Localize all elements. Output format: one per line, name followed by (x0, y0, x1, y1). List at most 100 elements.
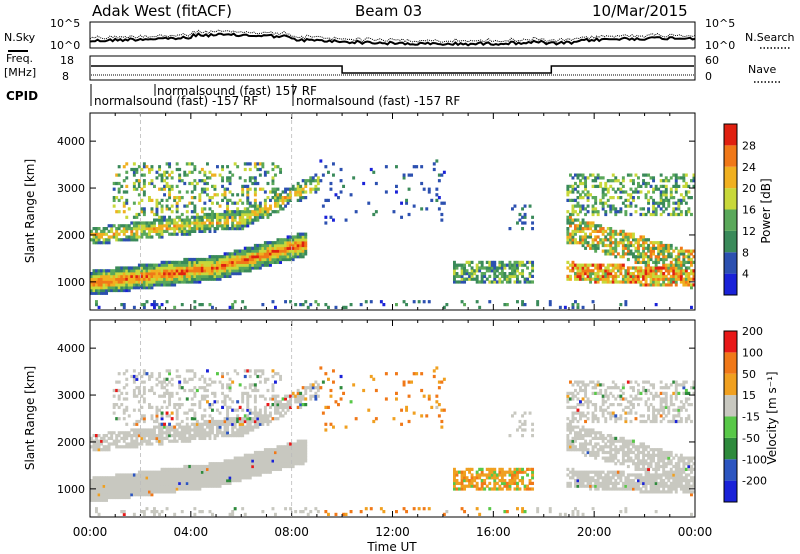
power-cell (160, 263, 164, 267)
velocity-cell (135, 428, 139, 432)
power-cell (314, 173, 318, 177)
velocity-cell (271, 417, 275, 421)
power-cell (258, 215, 262, 219)
power-cell (493, 263, 497, 267)
velocity-cell (256, 411, 260, 415)
power-cell (211, 274, 214, 279)
power-cell (251, 260, 255, 265)
velocity-cell (274, 448, 277, 452)
power-cell (168, 272, 172, 276)
power-cell (92, 283, 96, 287)
power-cell (692, 274, 696, 279)
velocity-cell (299, 394, 303, 398)
velocity-cell (213, 422, 217, 426)
power-cell (125, 269, 129, 273)
velocity-cell (117, 481, 121, 486)
power-cell (614, 243, 618, 248)
power-cell (190, 280, 194, 284)
velocity-cell (498, 487, 502, 491)
velocity-cell (314, 380, 318, 384)
power-cell (508, 227, 512, 231)
velocity-cell (165, 481, 169, 486)
velocity-cell (246, 431, 250, 435)
velocity-cell (193, 470, 197, 474)
power-cell (402, 176, 406, 180)
velocity-cell (145, 470, 149, 474)
velocity-cell (425, 414, 429, 418)
power-cell (253, 246, 257, 250)
power-cell (667, 255, 671, 259)
velocity-cell (513, 476, 517, 480)
power-cell (122, 210, 126, 214)
power-cell (238, 224, 242, 228)
power-cell (513, 280, 517, 284)
power-cell (258, 212, 262, 217)
power-cell (601, 190, 605, 194)
power-cell (276, 255, 280, 259)
velocity-cell (284, 411, 288, 415)
power-cell (677, 176, 681, 180)
power-cell (649, 269, 653, 273)
power-cell (228, 170, 232, 174)
power-cell (657, 246, 661, 250)
power-cell (258, 243, 262, 248)
velocity-cell (221, 372, 225, 376)
velocity-cell (228, 476, 232, 480)
power-cell (654, 269, 658, 273)
power-cell (132, 221, 136, 225)
power-cell (586, 241, 590, 245)
power-cell (304, 241, 308, 245)
power-cell (652, 266, 656, 270)
velocity-cell (574, 405, 577, 410)
power-cell (168, 173, 172, 177)
velocity-cell (402, 380, 406, 384)
power-cell (599, 181, 603, 186)
velocity-cell (284, 448, 288, 452)
power-cell (642, 274, 646, 279)
velocity-cell (211, 408, 214, 412)
velocity-cell (105, 484, 109, 488)
power-cell (654, 187, 658, 191)
velocity-cell (175, 391, 179, 396)
power-cell (299, 198, 303, 203)
power-cell (231, 221, 235, 225)
velocity-cell (455, 470, 459, 474)
power-cell (662, 204, 666, 208)
power-cell (440, 173, 444, 177)
power-cell (521, 221, 525, 225)
velocity-cell (150, 431, 154, 435)
power-cell (178, 215, 182, 219)
velocity-cell (296, 450, 300, 455)
velocity-cell (513, 470, 517, 474)
power-cell (148, 224, 151, 228)
velocity-cell (251, 419, 255, 424)
power-cell (246, 201, 250, 205)
velocity-cell (591, 484, 595, 488)
power-cell (193, 257, 197, 262)
velocity-cell (188, 434, 192, 438)
power-cell (258, 201, 262, 205)
velocity-cell (178, 422, 182, 426)
power-cell (221, 257, 225, 262)
velocity-cell (586, 403, 590, 407)
velocity-cell (165, 470, 169, 474)
velocity-cell (289, 450, 293, 455)
velocity-cell (261, 422, 265, 426)
power-cell (626, 238, 630, 242)
power-cell (576, 224, 580, 228)
velocity-cell (266, 456, 270, 460)
power-cell (523, 212, 527, 217)
power-cell (95, 283, 98, 287)
power-cell (105, 274, 109, 279)
power-cell (566, 218, 570, 222)
velocity-cell (523, 422, 527, 426)
power-cell (269, 212, 272, 217)
power-cell (526, 277, 530, 281)
power-cell (117, 272, 121, 276)
velocity-cell (155, 383, 159, 387)
power-cell (692, 255, 696, 259)
velocity-cell (208, 403, 212, 407)
velocity-cell (241, 417, 245, 421)
velocity-cell (170, 377, 174, 381)
power-cell (581, 173, 585, 177)
